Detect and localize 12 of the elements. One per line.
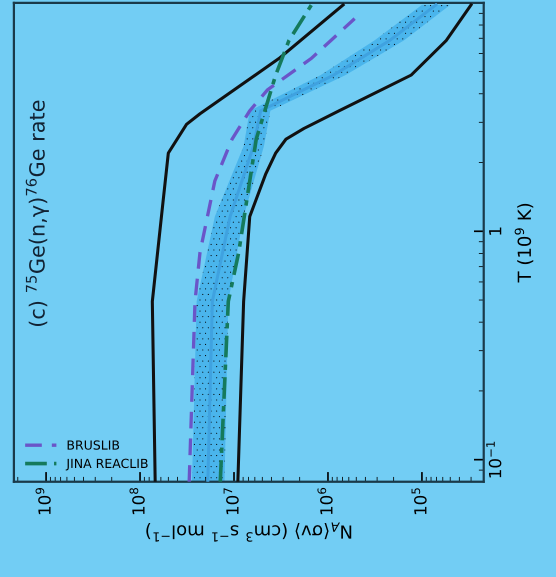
- x-tick-label: 10$^{6}$: [317, 488, 333, 514]
- legend-label: BRUSLIB: [68, 440, 120, 450]
- y-tick-label: 1: [489, 228, 502, 235]
- x-tick-label: 10$^{9}$: [36, 488, 51, 514]
- x-tick-label: 10$^{5}$: [412, 488, 427, 514]
- annotation: (c) $^{75}$Ge(n,γ)$^{76}$Ge rate: [26, 100, 49, 326]
- y-axis-title: T (10$^{9}$ K): [514, 204, 534, 282]
- y-tick-label: 10$^{−1}$: [486, 442, 502, 478]
- legend-label: JINA REACLIB: [66, 458, 148, 470]
- x-tick-label: 10$^{8}$: [129, 488, 145, 514]
- x-tick-label: 10$^{7}$: [224, 488, 239, 514]
- text: N$_{A}$⟨σv⟩ (cm$^{3}$ s$^{−1}$ mol$^{−1}$): [146, 522, 352, 542]
